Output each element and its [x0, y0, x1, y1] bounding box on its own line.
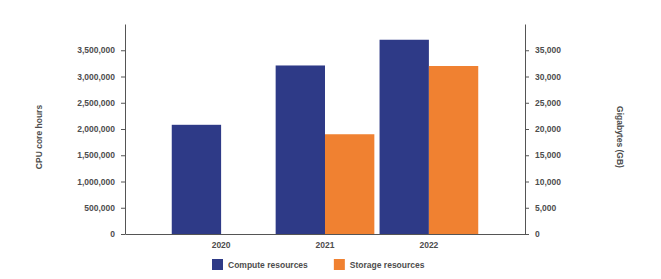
- tick-label: 5,000: [535, 203, 557, 213]
- bars: [172, 40, 478, 234]
- tick: 20,000: [525, 124, 561, 134]
- legend-label: Compute resources: [228, 260, 308, 270]
- tick-mark: [525, 77, 529, 78]
- tick-label: 20,000: [535, 124, 561, 134]
- tick-label: 2,000,000: [77, 124, 115, 134]
- tick-label: 30,000: [535, 72, 561, 82]
- y-axis-line: [125, 25, 126, 235]
- bar: [380, 40, 429, 234]
- tick: 2021: [316, 234, 335, 250]
- tick-label: 25,000: [535, 98, 561, 108]
- tick-label: 35,000: [535, 45, 561, 55]
- tick: 1,500,000: [77, 150, 125, 160]
- tick-label: 0: [535, 229, 540, 239]
- tick-mark: [121, 234, 125, 235]
- tick: 500,000: [84, 203, 125, 213]
- tick-mark: [525, 50, 529, 51]
- bar: [172, 125, 221, 234]
- tick-label: 1,000,000: [77, 177, 115, 187]
- tick-mark: [525, 182, 529, 183]
- tick-mark: [525, 234, 529, 235]
- tick-label: 0: [110, 229, 115, 239]
- tick: 1,000,000: [77, 177, 125, 187]
- tick-mark: [121, 103, 125, 104]
- tick: 0: [110, 229, 125, 239]
- x-axis-line: [126, 234, 526, 235]
- tick: 2,500,000: [77, 98, 125, 108]
- tick-mark: [525, 208, 529, 209]
- y-axis: 0 500,000 1,000,000 1,500,000 2,000,000 2,500…: [77, 25, 125, 240]
- tick-mark: [525, 103, 529, 104]
- tick: 2020: [212, 234, 231, 250]
- tick-label: 1,500,000: [77, 150, 115, 160]
- tick: 25,000: [525, 98, 561, 108]
- chart: 0 500,000 1,000,000 1,500,000 2,000,000 2,500…: [0, 0, 661, 279]
- y2-axis-title: Gigabytes (GB): [615, 106, 625, 168]
- tick-label: 2021: [316, 240, 335, 250]
- tick-label: 15,000: [535, 150, 561, 160]
- tick-mark: [121, 129, 125, 130]
- tick: 3,500,000: [77, 45, 125, 55]
- tick-mark: [121, 182, 125, 183]
- legend: Compute resources Storage resources: [212, 259, 425, 270]
- legend-label: Storage resources: [350, 260, 425, 270]
- tick: 2,000,000: [77, 124, 125, 134]
- tick-label: 3,500,000: [77, 45, 115, 55]
- tick-mark: [525, 129, 529, 130]
- tick-label: 2020: [212, 240, 231, 250]
- tick: 3,000,000: [77, 72, 125, 82]
- tick-label: 2022: [419, 240, 438, 250]
- x-axis: 2020 2021 2022: [126, 234, 526, 250]
- tick-label: 2,500,000: [77, 98, 115, 108]
- bar: [276, 65, 325, 234]
- tick-mark: [525, 155, 529, 156]
- tick: 30,000: [525, 72, 561, 82]
- tick-label: 500,000: [84, 203, 115, 213]
- tick-label: 10,000: [535, 177, 561, 187]
- tick: 5,000: [525, 203, 557, 213]
- bar: [429, 66, 478, 234]
- tick: 10,000: [525, 177, 561, 187]
- y-axis-title: CPU core hours: [34, 105, 44, 170]
- tick-mark: [121, 155, 125, 156]
- tick-label: 3,000,000: [77, 72, 115, 82]
- tick-mark: [121, 50, 125, 51]
- tick: 15,000: [525, 150, 561, 160]
- bar: [325, 134, 374, 234]
- tick: 35,000: [525, 45, 561, 55]
- tick: 2022: [419, 234, 438, 250]
- tick: 0: [525, 229, 540, 239]
- y2-axis: 0 5,000 10,000 15,000 20,000 25,000 30,000 35,0…: [525, 25, 561, 240]
- tick-mark: [121, 208, 125, 209]
- legend-swatch: [212, 259, 223, 270]
- legend-swatch: [334, 259, 345, 270]
- tick-mark: [121, 77, 125, 78]
